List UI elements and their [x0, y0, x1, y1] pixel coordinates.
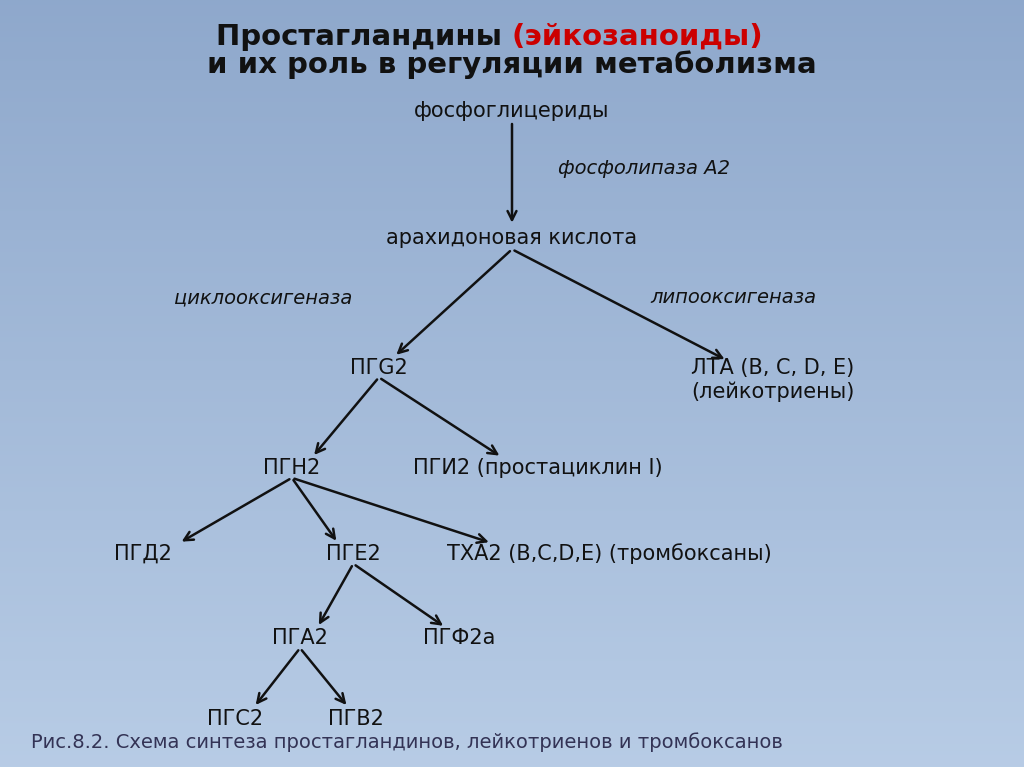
Text: ПГФ2а: ПГФ2а	[423, 628, 495, 648]
Text: Простагландины: Простагландины	[216, 23, 512, 51]
Text: Рис.8.2. Схема синтеза простагландинов, лейкотриенов и тромбоксанов: Рис.8.2. Схема синтеза простагландинов, …	[31, 732, 782, 752]
Text: ЛТА (B, C, D, E)
(лейкотриены): ЛТА (B, C, D, E) (лейкотриены)	[691, 357, 855, 402]
Text: (эйкозаноиды): (эйкозаноиды)	[512, 23, 764, 51]
Text: арахидоновая кислота: арахидоновая кислота	[386, 228, 638, 248]
Text: ПГА2: ПГА2	[272, 628, 328, 648]
Text: циклооксигеназа: циклооксигеназа	[174, 288, 352, 307]
Text: фосфолипаза А2: фосфолипаза А2	[558, 160, 730, 178]
Text: ТХА2 (В,С,D,Е) (тромбоксаны): ТХА2 (В,С,D,Е) (тромбоксаны)	[446, 543, 772, 565]
Text: ПГН2: ПГН2	[263, 458, 321, 478]
Text: ПГЕ2: ПГЕ2	[326, 544, 381, 564]
Text: ПГС2: ПГС2	[208, 709, 263, 729]
Text: ПГG2: ПГG2	[350, 358, 408, 378]
Text: ПГД2: ПГД2	[115, 544, 172, 564]
Text: и их роль в регуляции метаболизма: и их роль в регуляции метаболизма	[207, 50, 817, 79]
Text: липооксигеназа: липооксигеназа	[650, 288, 816, 307]
Text: ПГИ2 (простациклин I): ПГИ2 (простациклин I)	[413, 458, 663, 478]
Text: фосфоглицериды: фосфоглицериды	[415, 101, 609, 121]
Text: ПГВ2: ПГВ2	[329, 709, 384, 729]
